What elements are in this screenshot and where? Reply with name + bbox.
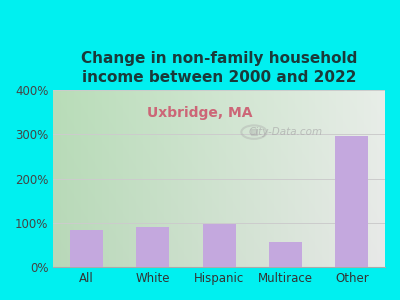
Bar [70, 230, 103, 267]
Text: Uxbridge, MA: Uxbridge, MA [147, 106, 253, 121]
Bar [202, 224, 236, 267]
Title: Change in non-family household
income between 2000 and 2022: Change in non-family household income be… [81, 51, 357, 85]
Text: City-Data.com: City-Data.com [248, 128, 322, 137]
Bar [136, 227, 169, 267]
Bar [269, 242, 302, 267]
Bar [335, 136, 368, 267]
